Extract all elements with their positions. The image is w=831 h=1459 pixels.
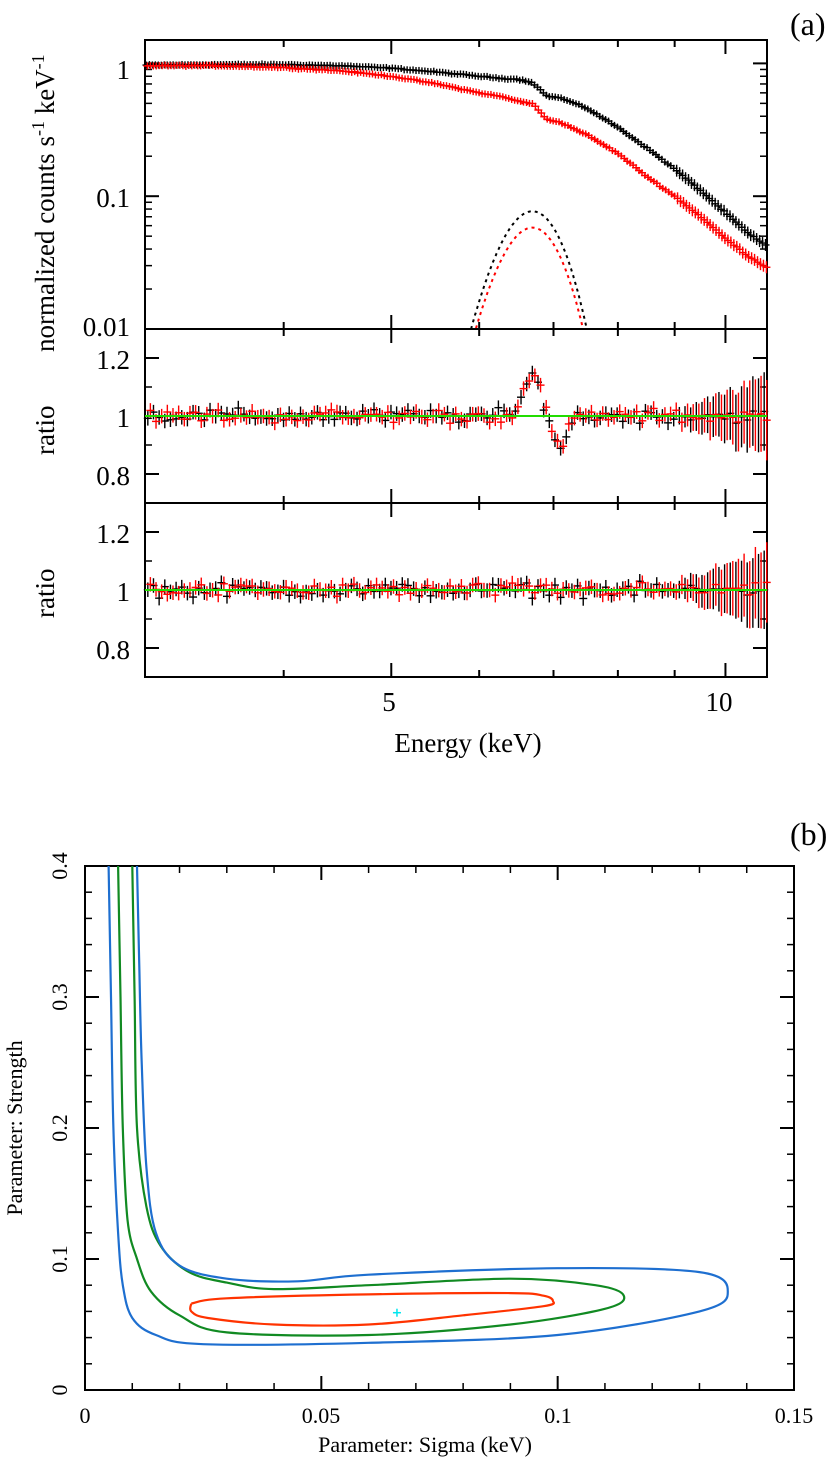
- sigma-xtick-label: 0: [80, 1403, 91, 1428]
- middle-contour: [117, 865, 626, 1337]
- ratio1-marks: [143, 329, 771, 503]
- sigma-xlabel: Parameter: Sigma (keV): [318, 1432, 532, 1457]
- spectrum-ytick-label: 0.01: [83, 312, 130, 342]
- panel-a: (a) 1 0.1 0.01 normalized counts s-1 keV…: [28, 6, 826, 758]
- strength-ylabel: Parameter: Strength: [2, 1040, 27, 1215]
- spectrum-marks: [142, 40, 771, 330]
- ratio-subpanel-1: 1.2 1 0.8 ratio: [30, 328, 771, 504]
- outer-contour: [107, 865, 729, 1346]
- spectrum-model-continuum: [145, 63, 765, 245]
- sigma-xtick-label: 0.1: [544, 1403, 572, 1428]
- gaussian-line-model: [470, 210, 588, 330]
- energy-xlabel: Energy (keV): [394, 728, 541, 758]
- panel-b-letter: (b): [790, 816, 827, 852]
- panel-a-letter: (a): [790, 6, 826, 42]
- ratio2-ytick-label: 0.8: [96, 635, 130, 665]
- strength-ytick-label: 0.2: [47, 1114, 72, 1142]
- spectrum-ylabel: normalized counts s-1 keV-1: [28, 54, 60, 352]
- ratio1-ylabel: ratio: [30, 406, 60, 455]
- ratio2-ylabel: ratio: [30, 569, 60, 618]
- ratio2-ytick-label: 1.2: [96, 519, 130, 549]
- ratio1-ytick-label: 1.2: [96, 345, 130, 375]
- spectrum-frame: [144, 39, 768, 330]
- strength-ytick-label: 0.1: [47, 1245, 72, 1273]
- spectrum-subpanel: 1 0.1 0.01 normalized counts s-1 keV-1: [28, 39, 771, 352]
- spectrum-ytick-label: 1: [117, 55, 131, 85]
- spectrum-ytick-label: 0.1: [96, 183, 130, 213]
- inner-contour: [189, 1291, 555, 1327]
- strength-ytick-label: 0: [47, 1385, 72, 1396]
- contour-marks: [84, 865, 795, 1391]
- energy-xtick-label: 5: [382, 687, 396, 717]
- sigma-xtick-label: 0.15: [775, 1403, 814, 1428]
- ratio-subpanel-2: 1.2 1 0.8 ratio: [30, 502, 771, 678]
- sigma-xtick-label: 0.05: [302, 1403, 341, 1428]
- ratio2-marks: [143, 503, 771, 677]
- ratio2-ytick-label: 1: [117, 577, 131, 607]
- ratio1-ytick-label: 1: [117, 403, 131, 433]
- energy-xtick-label: 10: [706, 687, 733, 717]
- gaussian-line-model: [475, 226, 584, 329]
- strength-ytick-label: 0.3: [47, 983, 72, 1011]
- ratio1-ytick-label: 0.8: [96, 461, 130, 491]
- panel-b: (b) 0 0.05 0.1 0.15 0 0.1 0.2 0.3 0.4 Pa…: [2, 816, 827, 1457]
- strength-ytick-label: 0.4: [47, 852, 72, 880]
